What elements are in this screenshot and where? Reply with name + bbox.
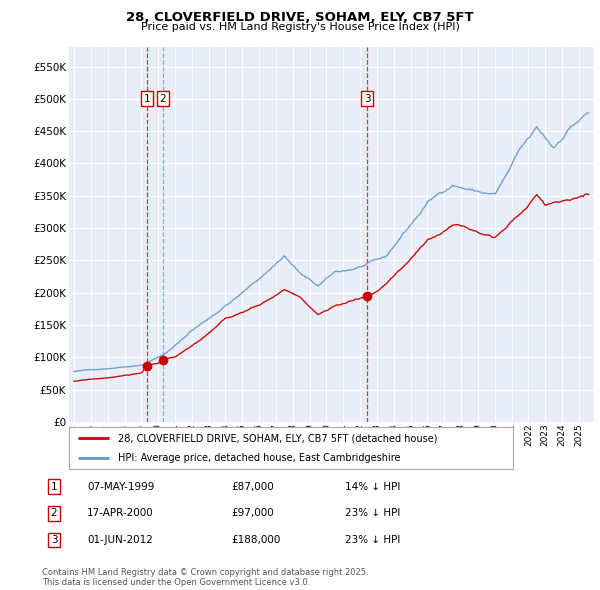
Text: 01-JUN-2012: 01-JUN-2012 [87, 535, 153, 545]
Text: £87,000: £87,000 [231, 482, 274, 491]
Text: Price paid vs. HM Land Registry's House Price Index (HPI): Price paid vs. HM Land Registry's House … [140, 22, 460, 32]
Text: 3: 3 [50, 535, 58, 545]
Text: 3: 3 [364, 94, 370, 104]
Text: 28, CLOVERFIELD DRIVE, SOHAM, ELY, CB7 5FT: 28, CLOVERFIELD DRIVE, SOHAM, ELY, CB7 5… [126, 11, 474, 24]
Text: 1: 1 [144, 94, 151, 104]
Text: 1: 1 [50, 482, 58, 491]
Text: 07-MAY-1999: 07-MAY-1999 [87, 482, 154, 491]
Text: 2: 2 [50, 509, 58, 518]
Text: £97,000: £97,000 [231, 509, 274, 518]
Text: 23% ↓ HPI: 23% ↓ HPI [345, 535, 400, 545]
Text: £188,000: £188,000 [231, 535, 280, 545]
Text: 17-APR-2000: 17-APR-2000 [87, 509, 154, 518]
Text: 2: 2 [160, 94, 166, 104]
Text: 28, CLOVERFIELD DRIVE, SOHAM, ELY, CB7 5FT (detached house): 28, CLOVERFIELD DRIVE, SOHAM, ELY, CB7 5… [118, 433, 437, 443]
Text: Contains HM Land Registry data © Crown copyright and database right 2025.
This d: Contains HM Land Registry data © Crown c… [42, 568, 368, 587]
Text: 23% ↓ HPI: 23% ↓ HPI [345, 509, 400, 518]
Text: 14% ↓ HPI: 14% ↓ HPI [345, 482, 400, 491]
Text: HPI: Average price, detached house, East Cambridgeshire: HPI: Average price, detached house, East… [118, 453, 400, 463]
